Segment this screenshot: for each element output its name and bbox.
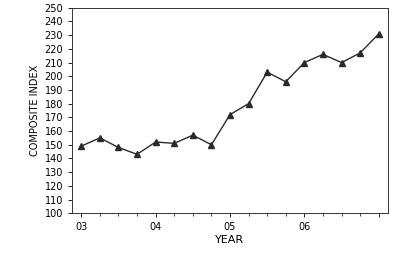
X-axis label: YEAR: YEAR [216, 235, 244, 245]
Y-axis label: COMPOSITE INDEX: COMPOSITE INDEX [30, 65, 40, 156]
